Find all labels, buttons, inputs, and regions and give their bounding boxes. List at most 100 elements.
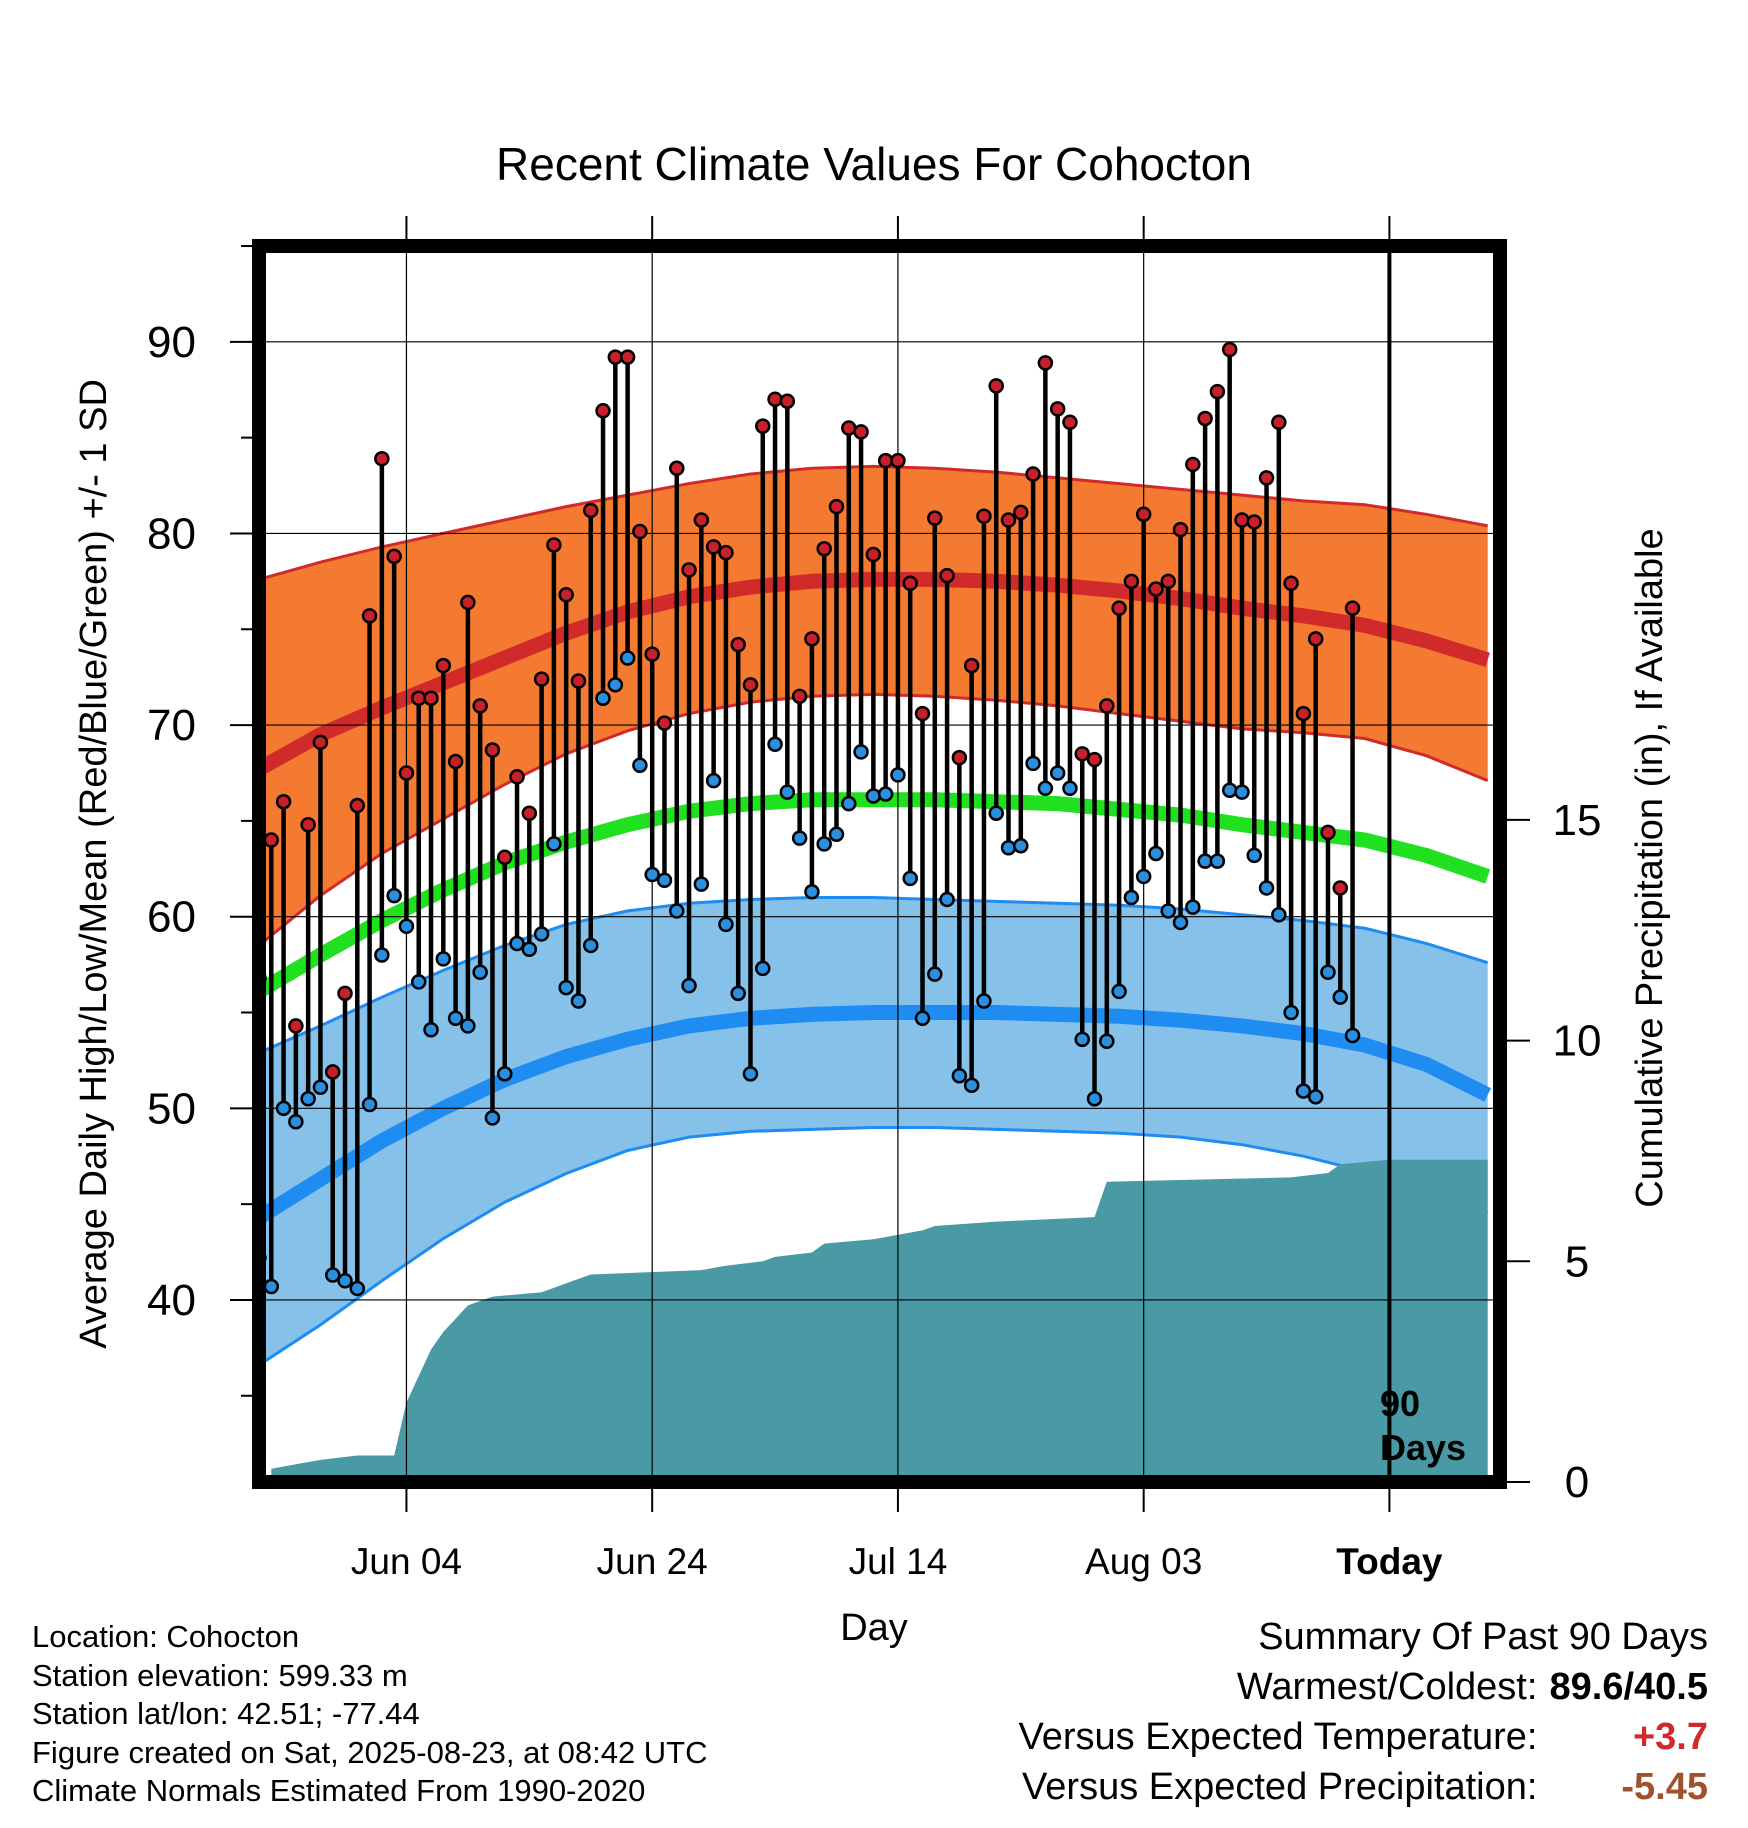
high-temp-point <box>791 688 808 705</box>
temperature-label: Versus Expected Temperature: <box>1018 1716 1538 1758</box>
low-temp-point <box>951 1067 968 1084</box>
x-axis-label: Day <box>840 1607 908 1649</box>
high-temp-point <box>521 805 538 821</box>
low-temp-point <box>988 805 1004 821</box>
low-temp-point <box>914 1010 931 1027</box>
high-temp-point <box>779 393 796 409</box>
high-temp-point <box>730 636 746 653</box>
high-temp-point <box>1234 512 1250 528</box>
precipitation-value: -5.45 <box>1621 1766 1708 1808</box>
low-temp-point <box>1000 839 1017 856</box>
summary-precipitation: Versus Expected Precipitation: -5.45 <box>1019 1762 1708 1812</box>
warmest-coldest-value: 89.6/40.5 <box>1549 1666 1708 1708</box>
low-temp-point <box>656 872 673 889</box>
low-temp-point <box>828 826 845 843</box>
low-temp-point <box>644 866 660 883</box>
high-temp-point <box>1111 600 1127 616</box>
y-axis-label: Average Daily High/Low/Mean (Red/Blue/Gr… <box>73 379 115 1349</box>
info-normals: Climate Normals Estimated From 1990-2020 <box>32 1773 646 1808</box>
low-temp-point <box>669 903 685 919</box>
low-temp-point <box>1371 0 1384 7</box>
high-temp-point <box>1049 401 1066 417</box>
low-temp-point <box>607 677 624 693</box>
low-temp-point <box>349 1280 366 1297</box>
low-temp-point <box>300 1090 316 1107</box>
high-temp-point <box>1000 512 1017 528</box>
low-temp-point <box>1234 784 1250 800</box>
low-temp-point <box>496 1066 513 1082</box>
low-temp-point <box>841 795 857 812</box>
high-temp-point <box>988 378 1004 394</box>
low-temp-point <box>804 884 820 900</box>
low-temp-point <box>632 757 648 774</box>
high-temp-point <box>681 562 697 578</box>
high-temp-point <box>1283 575 1299 592</box>
low-temp-point <box>558 979 574 996</box>
low-temp-point <box>374 947 390 963</box>
high-temp-point <box>1013 504 1029 521</box>
low-temp-point <box>398 918 415 935</box>
high-temp-point <box>804 631 820 647</box>
low-temp-point <box>1271 907 1287 923</box>
high-temp-point <box>841 420 857 436</box>
high-temp-point <box>447 753 464 770</box>
low-temp-point <box>1283 1004 1299 1021</box>
low-temp-point <box>927 966 943 982</box>
low-temp-point <box>902 870 918 887</box>
high-temp-point <box>1271 414 1287 431</box>
summary-panel: Summary Of Past 90 Days Warmest/Coldest:… <box>1019 1612 1708 1812</box>
high-temp-point <box>1185 456 1201 473</box>
y2-axis-label: Cumulative Precipitation (in), If Availa… <box>1629 528 1671 1207</box>
today-label-line1: 90 <box>1380 1383 1420 1424</box>
high-temp-point <box>1371 0 1384 7</box>
high-temp-point <box>1320 824 1336 841</box>
low-temp-point <box>275 1100 292 1117</box>
low-temp-point <box>337 1273 353 1289</box>
high-temp-point <box>1221 341 1238 358</box>
summary-warmest-coldest: Warmest/Coldest: 89.6/40.5 <box>1019 1662 1708 1712</box>
info-created: Figure created on Sat, 2025-08-23, at 08… <box>32 1734 708 1770</box>
low-temp-point <box>583 937 599 954</box>
high-temp-point <box>349 797 366 814</box>
low-temp-point <box>1074 1031 1090 1048</box>
y-tick-label: 90 <box>147 318 196 367</box>
low-temp-point <box>386 887 402 904</box>
low-temp-point <box>1221 782 1238 798</box>
low-temp-point <box>1025 755 1041 772</box>
low-temp-point <box>263 1278 280 1295</box>
low-temp-point <box>681 977 697 994</box>
high-temp-point <box>656 715 673 731</box>
low-temp-point <box>1111 983 1127 1000</box>
high-temp-point <box>546 537 562 553</box>
high-temp-point <box>300 816 316 833</box>
low-temp-point <box>1062 780 1078 797</box>
low-temp-point <box>521 941 538 958</box>
high-temp-point <box>1246 514 1263 530</box>
low-temp-point <box>1320 964 1336 981</box>
x-tick-label: Jun 24 <box>597 1541 708 1582</box>
high-temp-point <box>890 452 906 469</box>
low-temp-point <box>963 1077 980 1094</box>
low-temp-point <box>435 951 452 967</box>
summary-temperature: Versus Expected Temperature: +3.7 <box>1019 1712 1708 1762</box>
low-temp-point <box>1344 1027 1361 1044</box>
low-temp-point <box>447 1010 464 1027</box>
chart-title: Recent Climate Values For Cohocton <box>496 138 1252 190</box>
high-temp-point <box>386 548 402 565</box>
info-elevation: Station elevation: 599.33 m <box>32 1657 408 1693</box>
low-temp-point <box>877 786 894 802</box>
high-temp-point <box>1307 631 1324 647</box>
high-temp-point <box>288 1018 304 1034</box>
low-temp-point <box>976 993 992 1009</box>
low-temp-point <box>546 836 562 852</box>
summary-heading: Summary Of Past 90 Days <box>1258 1616 1708 1658</box>
low-temp-point <box>288 1113 304 1130</box>
low-temp-point <box>1013 838 1029 854</box>
high-band-upper-edge <box>259 464 1488 581</box>
low-temp-point <box>1099 1033 1115 1050</box>
y-tick-label: 40 <box>147 1276 196 1325</box>
low-temp-point <box>1209 853 1226 869</box>
high-temp-point <box>693 512 710 528</box>
low-temp-point <box>718 916 734 933</box>
plot-frame <box>252 239 1507 1489</box>
